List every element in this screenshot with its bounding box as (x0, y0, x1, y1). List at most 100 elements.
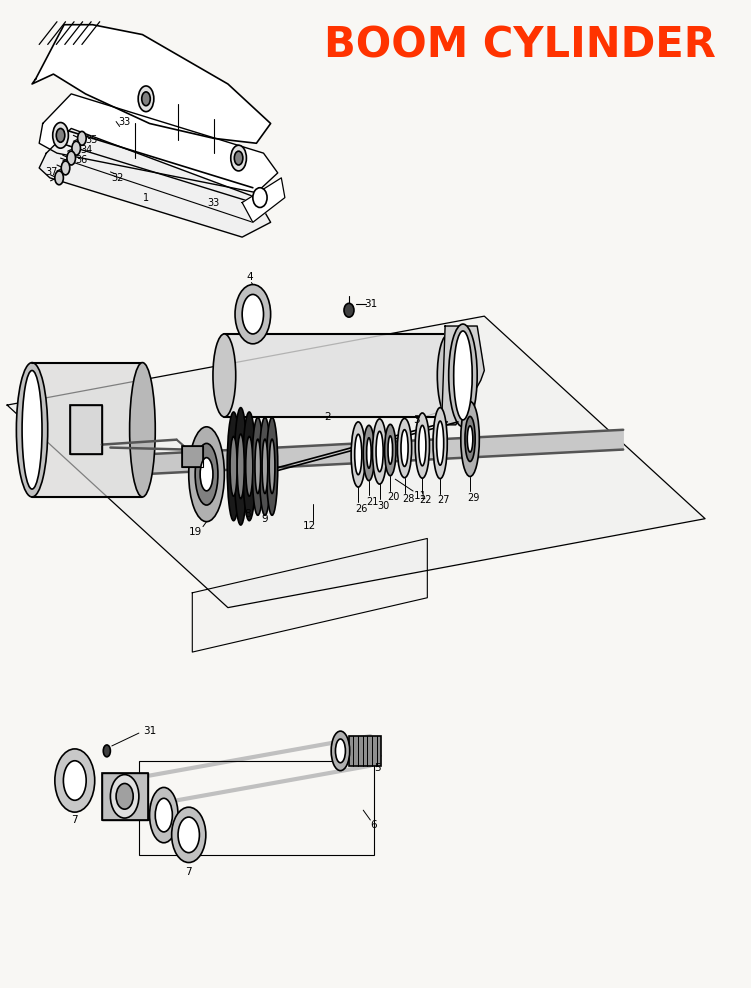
Ellipse shape (62, 161, 70, 175)
Ellipse shape (67, 151, 76, 165)
Ellipse shape (104, 745, 110, 757)
Ellipse shape (351, 422, 366, 487)
Ellipse shape (200, 457, 213, 491)
Ellipse shape (376, 432, 383, 471)
Polygon shape (143, 430, 623, 474)
Text: 3: 3 (413, 415, 420, 425)
Polygon shape (7, 316, 705, 608)
Polygon shape (442, 326, 484, 425)
Text: 6: 6 (370, 820, 377, 830)
Polygon shape (39, 128, 270, 237)
Text: 34: 34 (81, 145, 93, 155)
Text: 28: 28 (402, 494, 415, 505)
Ellipse shape (22, 370, 42, 489)
Ellipse shape (397, 419, 412, 478)
Bar (139, 761, 374, 855)
Ellipse shape (116, 783, 133, 809)
Polygon shape (192, 538, 427, 652)
Text: 7: 7 (71, 815, 78, 825)
Ellipse shape (234, 408, 247, 525)
Ellipse shape (262, 439, 268, 494)
Ellipse shape (53, 123, 68, 148)
Text: 2: 2 (324, 412, 331, 422)
Ellipse shape (344, 303, 354, 317)
Ellipse shape (372, 419, 387, 484)
Text: 19: 19 (189, 527, 203, 536)
Ellipse shape (17, 363, 48, 497)
Text: 26: 26 (356, 504, 368, 514)
Polygon shape (39, 94, 278, 193)
Bar (70, 405, 102, 454)
Ellipse shape (401, 430, 408, 466)
Ellipse shape (436, 421, 444, 465)
Text: 33: 33 (207, 198, 220, 207)
Ellipse shape (172, 807, 206, 863)
Ellipse shape (259, 417, 270, 516)
Text: 12: 12 (303, 521, 316, 531)
Text: 4: 4 (246, 272, 252, 282)
Ellipse shape (269, 439, 275, 494)
Ellipse shape (195, 444, 218, 505)
Ellipse shape (231, 145, 246, 171)
Polygon shape (225, 334, 448, 417)
Ellipse shape (142, 92, 150, 106)
Ellipse shape (354, 435, 362, 474)
Ellipse shape (246, 437, 253, 496)
Ellipse shape (234, 151, 243, 165)
Ellipse shape (110, 775, 139, 818)
Ellipse shape (230, 437, 237, 496)
Text: 31: 31 (363, 299, 377, 309)
Text: 37: 37 (45, 167, 58, 177)
Ellipse shape (363, 425, 375, 480)
Ellipse shape (189, 427, 225, 522)
Text: 9: 9 (261, 514, 268, 524)
Text: 20: 20 (388, 492, 400, 503)
Ellipse shape (155, 798, 173, 832)
Ellipse shape (242, 294, 264, 334)
Ellipse shape (237, 434, 244, 499)
Text: 30: 30 (377, 501, 389, 511)
Bar (102, 773, 148, 820)
Polygon shape (32, 25, 270, 143)
Bar (349, 736, 381, 766)
Ellipse shape (415, 413, 430, 478)
Ellipse shape (255, 439, 261, 494)
Text: 27: 27 (437, 495, 450, 506)
Bar (182, 446, 203, 467)
Ellipse shape (243, 412, 255, 521)
Ellipse shape (465, 417, 475, 461)
Ellipse shape (72, 141, 80, 155)
Ellipse shape (336, 739, 345, 763)
Ellipse shape (437, 334, 460, 417)
Text: 33: 33 (119, 117, 131, 126)
Ellipse shape (235, 285, 270, 344)
Text: 5: 5 (374, 763, 381, 773)
Ellipse shape (388, 436, 393, 464)
Ellipse shape (149, 787, 178, 843)
Text: 1: 1 (143, 193, 149, 203)
Text: 22: 22 (420, 495, 432, 505)
Ellipse shape (55, 749, 95, 812)
Ellipse shape (77, 131, 86, 145)
Text: 11: 11 (414, 491, 427, 501)
Polygon shape (242, 178, 285, 222)
Text: 35: 35 (85, 135, 98, 145)
Text: 21: 21 (366, 497, 379, 508)
Ellipse shape (55, 171, 63, 185)
Bar (182, 446, 203, 467)
Ellipse shape (461, 401, 479, 476)
Text: 7: 7 (185, 867, 192, 877)
Ellipse shape (228, 412, 240, 521)
Ellipse shape (366, 438, 371, 468)
Text: 32: 32 (111, 173, 124, 183)
Ellipse shape (63, 761, 86, 800)
Text: 36: 36 (76, 155, 88, 165)
Ellipse shape (130, 363, 155, 497)
Text: 8: 8 (245, 509, 251, 519)
Ellipse shape (253, 188, 267, 207)
Ellipse shape (213, 334, 236, 417)
Ellipse shape (252, 417, 264, 516)
Bar (102, 773, 148, 820)
Ellipse shape (448, 324, 477, 427)
Ellipse shape (331, 731, 350, 771)
